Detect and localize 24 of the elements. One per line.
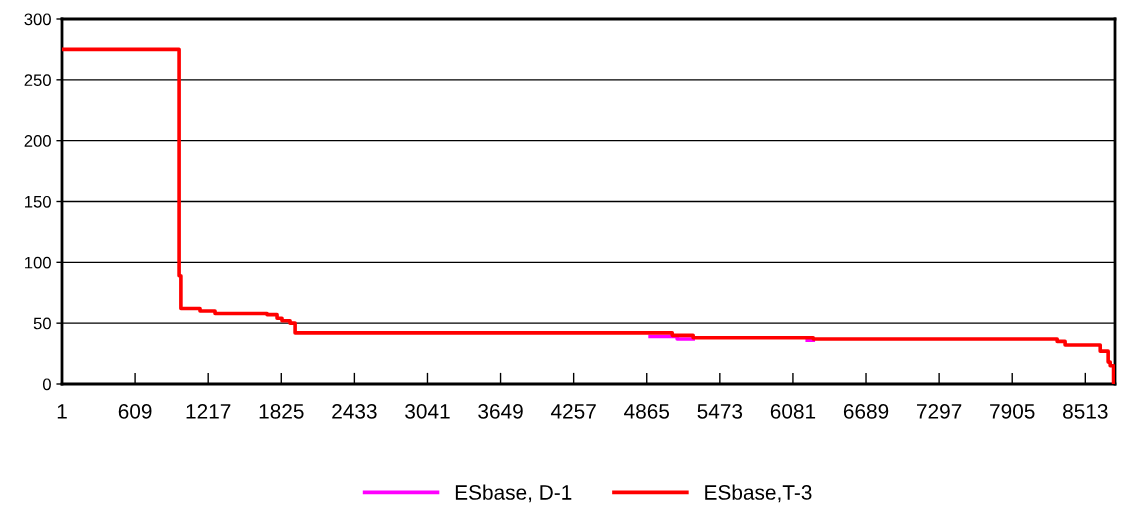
x-tick-label: 1 xyxy=(57,404,67,419)
legend-label: ESbase, D-1 xyxy=(455,484,572,503)
y-tick-label: 100 xyxy=(25,256,51,269)
x-tick-label: 1825 xyxy=(259,403,304,419)
y-tick-label: 50 xyxy=(33,317,51,330)
x-tick-label: 6689 xyxy=(843,403,889,419)
x-tick-label: 4865 xyxy=(624,403,670,419)
x-tick-label: 8513 xyxy=(1063,403,1108,419)
legend-label: ESbase,T-3 xyxy=(705,484,812,503)
y-tick-label: 200 xyxy=(24,135,51,147)
x-tick-label: 7297 xyxy=(917,403,962,419)
x-tick-label: 3649 xyxy=(478,403,523,419)
x-tick-label: 5473 xyxy=(697,403,743,419)
y-tick-label: 150 xyxy=(25,195,51,208)
x-tick-label: 2433 xyxy=(332,403,377,419)
x-tick-label: 1217 xyxy=(186,403,231,419)
x-tick-label: 6081 xyxy=(770,403,816,419)
x-tick-label: 7905 xyxy=(990,403,1035,419)
y-tick-label: 0 xyxy=(42,378,51,391)
y-tick-label: 300 xyxy=(24,13,51,26)
x-tick-label: 609 xyxy=(118,403,152,419)
x-tick-label: 3041 xyxy=(405,403,450,419)
y-tick-label: 250 xyxy=(24,74,51,87)
x-tick-label: 4257 xyxy=(550,403,596,419)
